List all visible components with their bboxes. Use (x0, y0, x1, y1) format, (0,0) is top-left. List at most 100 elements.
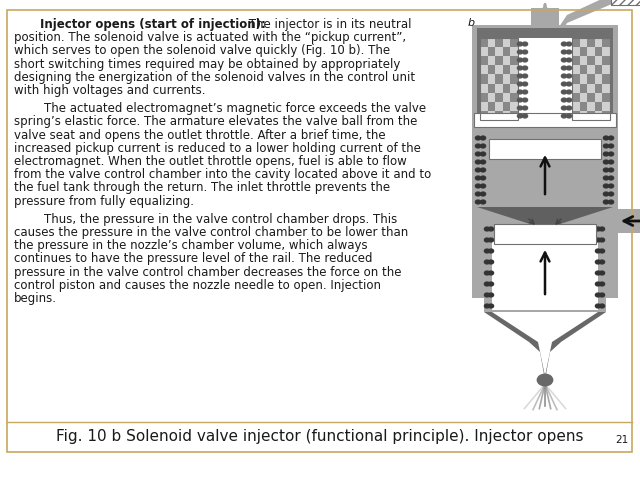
Bar (495, 47, 503, 56)
Circle shape (600, 271, 605, 275)
Circle shape (488, 249, 493, 253)
Bar (488, 84, 495, 93)
Bar (511, 56, 518, 65)
Circle shape (522, 90, 527, 94)
Bar (595, 93, 602, 102)
Circle shape (522, 50, 527, 54)
Bar (602, 93, 610, 102)
Circle shape (561, 42, 566, 46)
Text: b: b (468, 18, 475, 28)
Circle shape (595, 227, 600, 231)
Bar (488, 93, 495, 102)
Text: continues to have the pressure level of the rail. The reduced: continues to have the pressure level of … (14, 252, 372, 265)
Text: Thus, the pressure in the valve control chamber drops. This: Thus, the pressure in the valve control … (14, 213, 397, 226)
Bar (488, 47, 495, 56)
Bar (588, 38, 595, 47)
Bar (580, 102, 588, 111)
Text: designing the energization of the solenoid valves in the control unit: designing the energization of the soleno… (14, 71, 415, 84)
Circle shape (522, 82, 527, 86)
Bar (602, 74, 610, 84)
Bar (572, 102, 580, 111)
Bar (572, 38, 610, 120)
Bar (580, 84, 588, 93)
Circle shape (488, 304, 493, 308)
Bar (580, 74, 588, 84)
Bar (511, 102, 518, 111)
Bar (503, 74, 511, 84)
Bar (595, 74, 602, 84)
Bar (580, 56, 588, 65)
Circle shape (600, 282, 605, 286)
Bar (480, 102, 488, 111)
Circle shape (609, 192, 614, 196)
Text: The actuated electromagnet’s magnetic force exceeds the valve: The actuated electromagnet’s magnetic fo… (14, 102, 426, 115)
Text: pressure from fully equalizing.: pressure from fully equalizing. (14, 194, 194, 207)
Circle shape (518, 50, 522, 54)
Circle shape (518, 74, 522, 78)
Circle shape (566, 74, 572, 78)
Circle shape (476, 144, 481, 148)
Circle shape (484, 282, 490, 286)
Bar (495, 56, 503, 65)
Bar (588, 102, 595, 111)
Bar (477, 28, 613, 125)
Bar (503, 47, 511, 56)
Bar (480, 65, 488, 74)
Bar (572, 65, 580, 74)
Circle shape (481, 184, 486, 188)
Bar (475, 127, 615, 207)
Bar (495, 84, 503, 93)
Bar (531, 8, 559, 25)
Bar (518, 38, 572, 120)
Circle shape (488, 238, 493, 242)
Bar (480, 56, 488, 65)
Circle shape (595, 293, 600, 297)
Circle shape (609, 152, 614, 156)
Bar (511, 47, 518, 56)
Bar (495, 111, 503, 120)
Circle shape (595, 249, 600, 253)
Circle shape (481, 160, 486, 164)
Bar (580, 47, 588, 56)
Bar (511, 111, 518, 120)
Circle shape (481, 176, 486, 180)
Bar (480, 47, 488, 56)
Circle shape (538, 374, 553, 386)
Circle shape (481, 152, 486, 156)
Bar (595, 38, 602, 47)
Bar (480, 84, 488, 93)
Bar (495, 65, 503, 74)
Bar (480, 93, 488, 102)
Circle shape (484, 249, 490, 253)
Text: which serves to open the solenoid valve quickly (Fig. 10 b). The: which serves to open the solenoid valve … (14, 45, 390, 58)
Circle shape (600, 249, 605, 253)
Bar (495, 38, 503, 47)
Circle shape (595, 238, 600, 242)
Circle shape (600, 260, 605, 264)
Bar (503, 56, 511, 65)
Bar (602, 84, 610, 93)
Circle shape (476, 168, 481, 172)
Bar (503, 38, 511, 47)
Circle shape (518, 58, 522, 62)
Bar (472, 25, 618, 298)
Circle shape (609, 160, 614, 164)
Circle shape (566, 66, 572, 70)
Bar (474, 113, 616, 127)
Circle shape (518, 82, 522, 86)
Polygon shape (559, 0, 619, 37)
Circle shape (604, 176, 609, 180)
Circle shape (566, 90, 572, 94)
Text: Injector opens (start of injection):: Injector opens (start of injection): (40, 18, 266, 31)
Bar (480, 38, 488, 47)
Bar (595, 65, 602, 74)
Circle shape (476, 136, 481, 140)
Bar (588, 47, 595, 56)
Bar (488, 56, 495, 65)
Bar (495, 93, 503, 102)
Bar (572, 47, 580, 56)
Text: with high voltages and currents.: with high voltages and currents. (14, 84, 205, 97)
Circle shape (566, 98, 572, 102)
Polygon shape (492, 312, 598, 376)
Bar (511, 65, 518, 74)
